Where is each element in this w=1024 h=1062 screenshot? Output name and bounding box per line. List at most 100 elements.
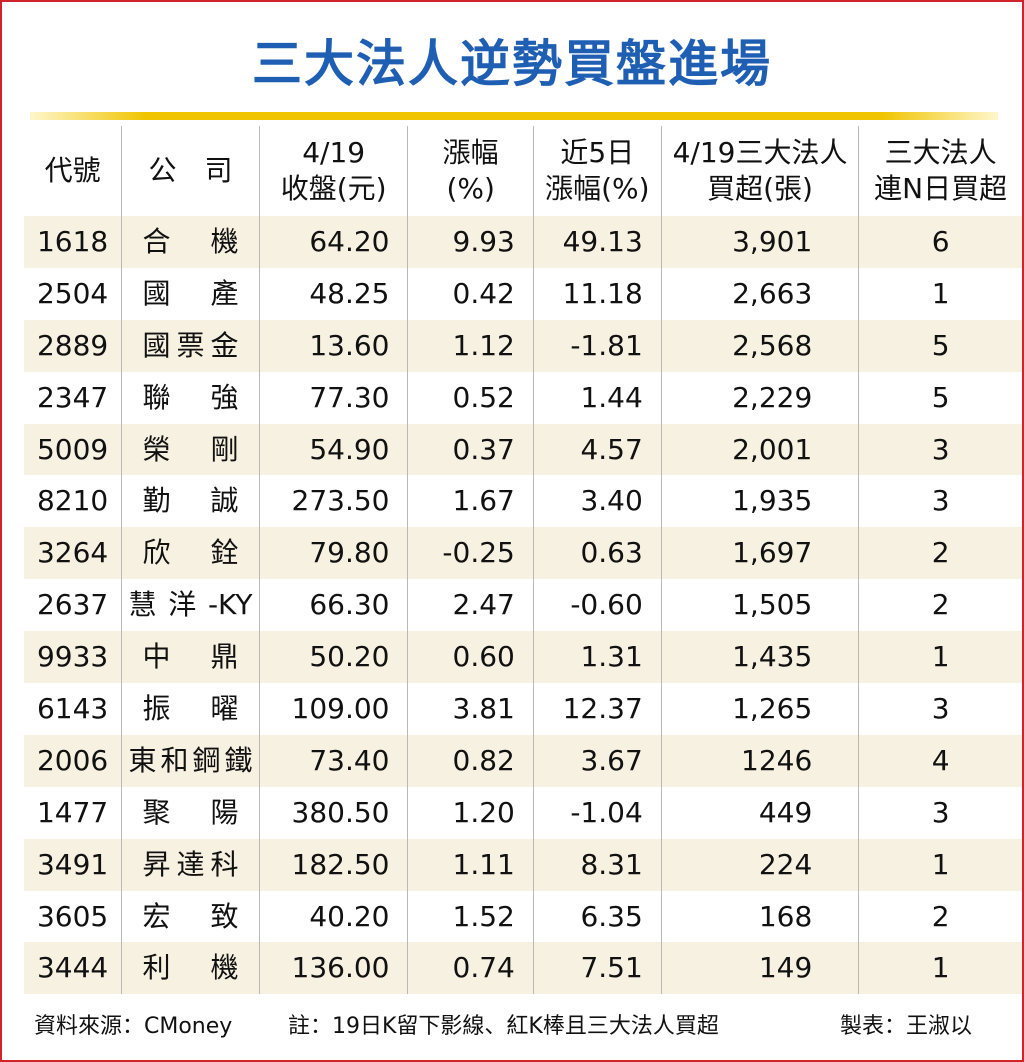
cell-consecutive-days: 3 xyxy=(858,786,1022,839)
cell-net-buy: 1,435 xyxy=(660,631,859,684)
company-name: 聯 強 xyxy=(142,380,239,414)
cell-close: 48.25 xyxy=(258,267,408,320)
cell-net-buy: 1,505 xyxy=(660,579,859,632)
cell-consecutive-days: 3 xyxy=(858,423,1022,476)
cell-5day-change: 1.31 xyxy=(532,631,662,684)
cell-net-buy: 449 xyxy=(660,786,859,839)
cell-company: 聯 強 xyxy=(121,371,260,424)
table-row: 3264 欣 銓 79.80 -0.25 0.63 1,697 2 xyxy=(24,527,1022,580)
header-5day-change: 近5日 漲幅(%) xyxy=(532,126,662,216)
cell-5day-change: 3.40 xyxy=(532,475,662,528)
cell-code: 5009 xyxy=(24,423,122,476)
cell-code: 3491 xyxy=(24,838,122,891)
header-5day-line2: 漲幅(%) xyxy=(545,172,650,205)
cell-consecutive-days: 1 xyxy=(858,838,1022,891)
company-name: 欣 銓 xyxy=(142,536,239,570)
header-change-line1: 漲幅 xyxy=(442,136,499,169)
cell-company: 慧洋-KY xyxy=(121,579,260,632)
cell-5day-change: 49.13 xyxy=(532,216,662,268)
cell-change: 1.11 xyxy=(407,838,534,891)
cell-5day-change: -0.60 xyxy=(532,579,662,632)
cell-change: 0.60 xyxy=(407,631,534,684)
cell-5day-change: -1.04 xyxy=(532,786,662,839)
cell-company: 合 機 xyxy=(121,216,260,268)
cell-net-buy: 1,265 xyxy=(660,683,859,735)
cell-consecutive-days: 1 xyxy=(858,942,1022,995)
cell-close: 273.50 xyxy=(258,475,408,528)
footer-note: 註：19日K留下影線、紅K棒且三大法人買超 xyxy=(288,1014,719,1039)
header-code: 代號 xyxy=(44,154,101,187)
table-row: 2504 國 產 48.25 0.42 11.18 2,663 1 xyxy=(24,267,1022,320)
cell-5day-change: 8.31 xyxy=(532,838,662,891)
cell-change: 1.67 xyxy=(407,475,534,528)
cell-company: 國票金 xyxy=(121,319,260,372)
table-row: 3444 利 機 136.00 0.74 7.51 149 1 xyxy=(24,942,1022,995)
cell-code: 2504 xyxy=(36,276,109,310)
cell-close: 40.20 xyxy=(258,890,408,943)
cell-5day-change: 1.44 xyxy=(532,371,662,424)
cell-company: 聚 陽 xyxy=(121,786,260,839)
cell-close: 77.30 xyxy=(258,371,408,424)
cell-change: 3.81 xyxy=(407,683,534,735)
company-name: 振 曜 xyxy=(142,691,239,725)
cell-5day-change: 0.63 xyxy=(532,527,662,580)
cell-code: 2006 xyxy=(24,734,122,787)
header-5day-line1: 近5日 xyxy=(560,136,635,169)
cell-consecutive-days: 3 xyxy=(858,683,1022,735)
cell-consecutive-days: 2 xyxy=(858,527,1022,580)
table-row: 3605 宏 致 40.20 1.52 6.35 168 2 xyxy=(24,890,1022,943)
cell-consecutive-days: 2 xyxy=(858,890,1022,943)
header-close-line2: 收盤(元) xyxy=(280,172,387,205)
cell-company: 昇達科 xyxy=(121,838,260,891)
cell-5day-change: 7.51 xyxy=(532,942,662,995)
cell-close: 109.00 xyxy=(258,683,408,735)
header-net-buy-line2: 買超(張) xyxy=(707,172,813,205)
cell-net-buy: 149 xyxy=(660,942,859,995)
cell-company: 中 鼎 xyxy=(121,631,260,684)
table-header-row: 代號 公 司 4/19 收盤(元) 漲幅 (%) 近5日 漲幅(%) 4/19三… xyxy=(24,126,1022,216)
cell-net-buy: 1,935 xyxy=(660,475,859,528)
cell-close: 66.30 xyxy=(258,579,408,632)
cell-close: 50.20 xyxy=(258,631,408,684)
cell-change: 0.37 xyxy=(407,423,534,476)
cell-close: 64.20 xyxy=(258,216,408,268)
cell-net-buy: 168 xyxy=(660,890,859,943)
cell-consecutive-days: 2 xyxy=(858,579,1022,632)
cell-consecutive-days: 3 xyxy=(858,475,1022,528)
header-change-line2: (%) xyxy=(446,172,495,205)
cell-code: 2637 xyxy=(36,588,109,622)
cell-code: 6143 xyxy=(36,691,109,725)
cell-code: 2889 xyxy=(24,319,122,372)
table-row: 6143 振 曜 109.00 3.81 12.37 1,265 3 xyxy=(24,683,1022,735)
table-row: 1618 合 機 64.20 9.93 49.13 3,901 6 xyxy=(24,216,1022,268)
cell-code: 3444 xyxy=(24,942,122,995)
cell-consecutive-days: 6 xyxy=(858,216,1022,268)
cell-consecutive-days: 1 xyxy=(858,267,1022,320)
table-row: 1477 聚 陽 380.50 1.20 -1.04 449 3 xyxy=(24,786,1022,839)
stock-table: 代號 公 司 4/19 收盤(元) 漲幅 (%) 近5日 漲幅(%) 4/19三… xyxy=(24,126,1022,995)
cell-net-buy: 2,001 xyxy=(660,423,859,476)
cell-net-buy: 1246 xyxy=(660,734,859,787)
title-underline xyxy=(30,112,998,120)
cell-close: 182.50 xyxy=(258,838,408,891)
cell-net-buy: 1,697 xyxy=(660,527,859,580)
cell-net-buy: 3,901 xyxy=(660,216,859,268)
cell-code: 3605 xyxy=(36,899,109,933)
footer-source: 資料來源：CMoney xyxy=(34,1014,233,1039)
cell-5day-change: 12.37 xyxy=(532,683,662,735)
cell-code: 1477 xyxy=(36,795,109,829)
cell-consecutive-days: 4 xyxy=(858,734,1022,787)
cell-5day-change: -1.81 xyxy=(532,319,662,372)
header-close-line1: 4/19 xyxy=(302,136,366,169)
cell-code: 2347 xyxy=(36,380,109,414)
cell-change: 1.12 xyxy=(407,319,534,372)
cell-consecutive-days: 1 xyxy=(858,631,1022,684)
cell-change: 0.82 xyxy=(407,734,534,787)
cell-close: 13.60 xyxy=(258,319,408,372)
cell-change: 0.42 xyxy=(407,267,534,320)
cell-5day-change: 6.35 xyxy=(532,890,662,943)
header-days-line2: 連N日買超 xyxy=(874,172,1008,205)
cell-5day-change: 11.18 xyxy=(532,267,662,320)
cell-net-buy: 2,663 xyxy=(660,267,859,320)
cell-company: 國 產 xyxy=(121,267,260,320)
